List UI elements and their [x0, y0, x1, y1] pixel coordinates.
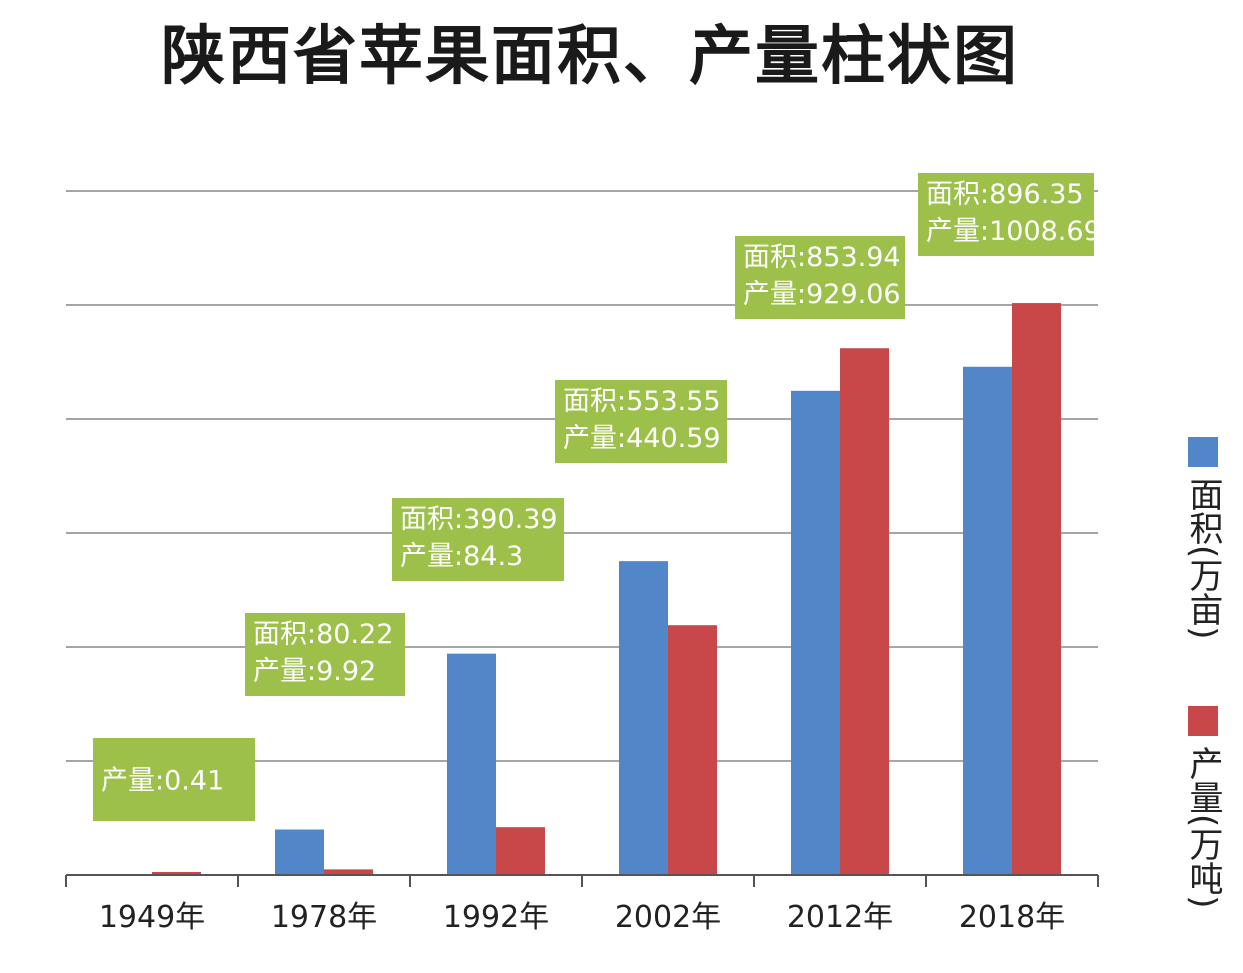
bar-area-2018年 — [963, 366, 1012, 875]
legend-area-swatch — [1188, 437, 1218, 467]
bar-output-2012年 — [840, 348, 889, 875]
value-callouts: 产量:0.41面积:80.22产量:9.92面积:390.39产量:84.3面积… — [93, 173, 1101, 821]
callout-box — [735, 236, 905, 319]
callout-2012年: 面积:853.94 产量:929.06 — [735, 236, 905, 319]
x-tick-label: 1949年 — [99, 900, 205, 935]
bar-area-2002年 — [619, 561, 668, 875]
legend-output-label: 产量(万吨) — [1183, 746, 1223, 909]
callout-box — [555, 380, 727, 463]
callout-1992年: 面积:390.39 产量:84.3 — [392, 498, 564, 581]
callout-text: 面积:390.39 — [400, 504, 558, 535]
bar-output-1978年 — [324, 869, 373, 875]
callout-text: 产量:929.06 — [743, 279, 901, 310]
callout-box — [918, 173, 1094, 256]
callout-text: 产量:9.92 — [253, 656, 376, 687]
x-tick-label: 2002年 — [615, 900, 721, 935]
callout-text: 面积:896.35 — [926, 179, 1084, 210]
bar-area-1978年 — [275, 829, 324, 875]
bar-output-2002年 — [668, 625, 717, 875]
bars — [152, 303, 1061, 876]
legend-area: 面积(万亩) — [1183, 437, 1223, 640]
bar-area-1992年 — [447, 653, 496, 875]
legend-output-swatch — [1188, 706, 1218, 736]
callout-2018年: 面积:896.35 产量:1008.69 — [918, 173, 1101, 256]
legend-area-label: 面积(万亩) — [1183, 477, 1223, 640]
callout-1949年: 产量:0.41 — [93, 738, 255, 821]
callout-1978年: 面积:80.22 产量:9.92 — [245, 613, 405, 696]
callout-2002年: 面积:553.55 产量:440.59 — [555, 380, 727, 463]
bar-output-1992年 — [496, 827, 545, 875]
callout-text: 产量:84.3 — [400, 541, 523, 572]
callout-text: 面积:853.94 — [743, 242, 901, 273]
x-tick-label: 1992年 — [443, 900, 549, 935]
gridlines — [66, 190, 1098, 762]
legend-output: 产量(万吨) — [1183, 706, 1223, 909]
x-tick-label: 1978年 — [271, 900, 377, 935]
callout-text: 面积:553.55 — [563, 386, 721, 417]
x-axis: 1949年 1978年 1992年 2002年 2012年 2018年 — [65, 874, 1099, 935]
callout-box — [392, 498, 564, 581]
chart-title: 陕西省苹果面积、产量柱状图 — [161, 19, 1019, 94]
bar-output-2018年 — [1012, 303, 1061, 876]
callout-text: 产量:0.41 — [101, 766, 224, 797]
x-tick-label: 2012年 — [787, 900, 893, 935]
x-tick-label: 2018年 — [959, 900, 1065, 935]
callout-text: 面积:80.22 — [253, 619, 393, 650]
callout-text: 产量:440.59 — [563, 423, 721, 454]
bar-output-1949年 — [152, 872, 201, 875]
bar-area-2012年 — [791, 390, 840, 875]
callout-box — [245, 613, 405, 696]
callout-box — [93, 738, 255, 821]
callout-text: 产量:1008.69 — [926, 216, 1101, 247]
